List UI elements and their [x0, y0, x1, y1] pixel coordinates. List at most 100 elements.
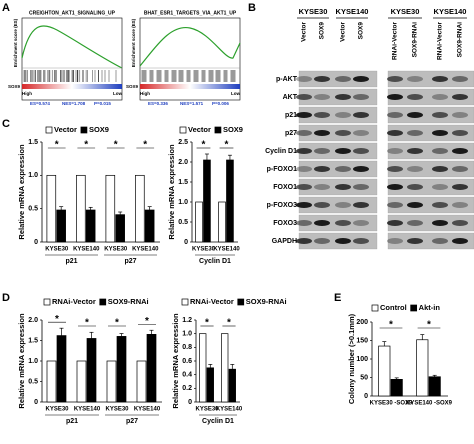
gsea-stat: ES=0.574	[30, 101, 50, 106]
bar	[144, 209, 155, 243]
blot-band	[335, 76, 351, 82]
y-tick-label: 2.0	[178, 159, 188, 166]
blot-band	[335, 94, 351, 100]
blot-band	[335, 220, 351, 226]
bar	[106, 360, 117, 403]
x-tick-label: KYSE140	[216, 407, 243, 413]
legend-label: SOX9	[89, 125, 109, 134]
y-axis-label: Relative mRNA expression	[17, 144, 26, 240]
legend-swatch	[43, 298, 51, 306]
blot-band	[314, 166, 330, 172]
rank-bar	[22, 84, 122, 89]
y-axis-label: Relative mRNA expression	[167, 144, 176, 240]
blot-row-label: p21	[285, 112, 297, 119]
y-tick-label: 0.6	[182, 358, 192, 365]
gsea-ylabel: Enrichment score (ES)	[131, 18, 136, 67]
blot-band	[314, 112, 330, 118]
blot-band	[353, 112, 369, 118]
blot-band	[335, 112, 351, 118]
significance: *	[227, 318, 231, 329]
panel-label: D	[2, 292, 10, 304]
gsea-low: Low	[113, 91, 122, 96]
blot-band	[387, 220, 403, 226]
x-tick-label: KYSE30	[104, 247, 128, 253]
gsea-title: CREIGHTON_AKT1_SIGNALING_UP	[29, 10, 116, 16]
y-tick-label: 200	[356, 319, 368, 326]
blot-band	[335, 184, 351, 190]
y-axis-label: Relative mRNA expression	[171, 313, 180, 409]
blot-group: KYSE140	[336, 7, 369, 16]
legend-swatch	[80, 126, 88, 134]
blot-band	[353, 166, 369, 172]
significance: *	[145, 316, 149, 327]
bar	[136, 360, 147, 403]
legend-swatch	[214, 126, 222, 134]
y-tick-label: 1.5	[178, 179, 188, 186]
blot-band	[452, 220, 468, 226]
blot-band	[452, 166, 468, 172]
blot-band	[296, 94, 312, 100]
blot-band	[296, 202, 312, 208]
blot-band	[452, 94, 468, 100]
blot-band	[407, 202, 423, 208]
blot-row-label: AKT	[283, 94, 298, 101]
blot-band	[407, 94, 423, 100]
bar	[378, 345, 391, 397]
y-tick-label: 0.8	[182, 344, 192, 351]
blot-band	[314, 220, 330, 226]
blot-band	[314, 148, 330, 154]
blot-band	[353, 184, 369, 190]
bar	[221, 333, 229, 403]
y-tick-label: 2.5	[178, 139, 188, 146]
blot-band	[353, 238, 369, 244]
bar	[226, 159, 234, 243]
x-tick-label: KYSE30	[45, 247, 69, 253]
blot-group: KYSE140	[434, 7, 467, 16]
gsea-stat: P=0.006	[212, 101, 229, 106]
blot-band	[387, 166, 403, 172]
blot-band	[296, 76, 312, 82]
x-tick-label: KYSE30	[105, 407, 129, 413]
lane-label: Vector	[301, 22, 308, 42]
blot-band	[407, 220, 423, 226]
blot-row-label: p-AKT	[276, 76, 298, 83]
significance: *	[55, 314, 59, 325]
legend-label: SOX9-RNAi	[108, 297, 149, 306]
bar	[195, 201, 203, 243]
y-tick-label: 0.5	[28, 378, 38, 385]
blot-band	[314, 94, 330, 100]
blot-band	[314, 76, 330, 82]
blot-band	[335, 148, 351, 154]
legend-swatch	[99, 298, 107, 306]
blot-group: KYSE30	[391, 7, 420, 16]
blot-band	[335, 166, 351, 172]
y-tick-label: 0.4	[182, 372, 192, 379]
enrichment-curve	[139, 27, 241, 67]
legend-swatch	[410, 304, 418, 312]
y-tick-label: 0	[34, 239, 38, 246]
blot-band	[296, 184, 312, 190]
blot-band	[296, 220, 312, 226]
bar	[46, 174, 57, 243]
bar	[146, 334, 157, 403]
y-axis-label: Colony number (>0.1mm)	[347, 313, 356, 404]
group-label: p21	[65, 258, 77, 265]
bar	[116, 336, 127, 403]
blot-band	[432, 202, 448, 208]
significance: *	[225, 140, 229, 151]
gsea-title: BHAT_ESR1_TARGETS_VIA_AKT1_UP	[144, 10, 237, 16]
blot-strip	[387, 142, 474, 160]
enrichment-curve	[21, 25, 123, 69]
bar	[85, 209, 96, 243]
x-tick-label: KYSE140	[132, 247, 159, 253]
gsea-stat: ES=0.336	[148, 101, 168, 106]
blot-row-label: FOXO3	[273, 220, 297, 227]
significance: *	[202, 140, 206, 151]
bar	[46, 360, 57, 403]
legend-label: SOX9	[223, 125, 243, 134]
y-tick-label: 0	[364, 393, 368, 400]
blot-band	[407, 166, 423, 172]
blot-band	[432, 130, 448, 136]
blot-band	[314, 130, 330, 136]
x-tick-label: KYSE30 -SOX9	[370, 401, 413, 407]
